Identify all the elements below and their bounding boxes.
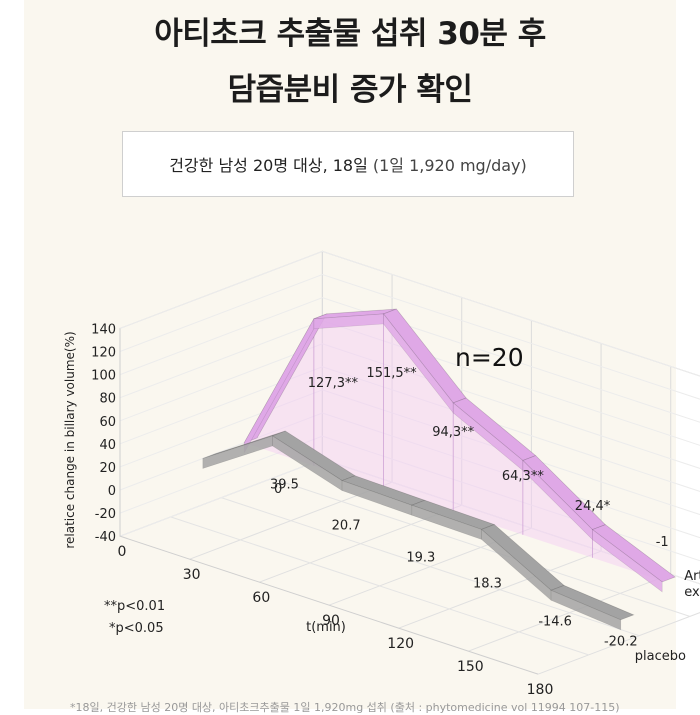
y-tick-label: -20 bbox=[95, 507, 116, 522]
x-tick-label: 150 bbox=[457, 659, 484, 675]
floor-depth-gridline bbox=[271, 477, 690, 617]
x-tick-label: 180 bbox=[527, 682, 554, 698]
artichoke-data-label: -1 bbox=[656, 535, 669, 550]
artichoke-series-label: extract bbox=[684, 585, 700, 600]
y-gridline bbox=[119, 366, 700, 492]
x-tick-label: 30 bbox=[183, 567, 201, 583]
artichoke-data-label: 127,3** bbox=[308, 376, 359, 391]
x-axis-line bbox=[119, 535, 539, 675]
placebo-data-label: 20.7 bbox=[332, 519, 361, 534]
artichoke-data-label: 151,5** bbox=[366, 366, 417, 381]
x-tick-label: 0 bbox=[118, 544, 127, 560]
significance-note: **p<0.01 bbox=[104, 599, 165, 614]
placebo-series-label: placebo bbox=[635, 649, 686, 664]
x-tick-label: 90 bbox=[322, 613, 340, 629]
y-gridline bbox=[119, 412, 700, 539]
artichoke-segment-front bbox=[592, 528, 663, 593]
placebo-segment-front bbox=[202, 435, 273, 469]
y-gridline bbox=[119, 389, 700, 516]
artichoke-data-label: 94,3** bbox=[432, 425, 474, 440]
y-tick-label: 80 bbox=[99, 392, 116, 407]
y-tick-label: 0 bbox=[108, 484, 116, 499]
floor-depth-gridline bbox=[170, 516, 589, 656]
placebo-data-label: -14.6 bbox=[538, 615, 572, 630]
page-title-line1: 아티초크 추출물 섭취 30분 후 bbox=[154, 16, 546, 52]
y-tick-label: 40 bbox=[99, 438, 116, 453]
source-footnote: *18일, 건강한 남성 20명 대상, 아티초크추출물 1일 1,920mg … bbox=[70, 701, 620, 714]
y-tick-label: 20 bbox=[99, 461, 116, 476]
y-axis-title: relatice change in billary volume(%) bbox=[63, 331, 77, 548]
y-gridline bbox=[119, 297, 700, 423]
placebo-data-label: -20.2 bbox=[604, 635, 638, 650]
study-info-box: 건강한 남성 20명 대상, 18일 (1일 1,920 mg/day) bbox=[122, 131, 574, 197]
y-tick-label: 140 bbox=[91, 322, 116, 337]
placebo-data-label: 19.3 bbox=[406, 551, 435, 566]
x-tick-label: 60 bbox=[252, 590, 270, 606]
artichoke-series-label: Artichoke bbox=[684, 569, 700, 584]
y-gridline bbox=[119, 343, 700, 469]
x-axis-title: t(min) bbox=[306, 620, 346, 635]
artichoke-data-label: 24,4* bbox=[575, 499, 611, 514]
page-title-line2: 담즙분비 증가 확인 bbox=[227, 72, 473, 108]
x-tick-label: 120 bbox=[387, 636, 414, 652]
y-gridline bbox=[119, 250, 700, 377]
y-tick-label: -40 bbox=[95, 530, 116, 545]
artichoke-data-label: 0 bbox=[274, 482, 282, 497]
study-info-detail: (1일 1,920 mg/day) bbox=[372, 156, 527, 175]
y-tick-label: 100 bbox=[91, 369, 116, 384]
placebo-data-label: 39.5 bbox=[270, 478, 299, 493]
study-info-main: 건강한 남성 20명 대상, 18일 bbox=[169, 156, 368, 175]
placebo-data-label: 18.3 bbox=[473, 577, 502, 592]
significance-note: *p<0.05 bbox=[109, 621, 164, 636]
y-tick-label: 60 bbox=[99, 415, 116, 430]
floor-depth-gridline bbox=[221, 497, 640, 637]
y-gridline bbox=[119, 273, 700, 400]
artichoke-data-label: 64,3** bbox=[502, 469, 544, 484]
y-tick-label: 120 bbox=[91, 346, 116, 361]
sample-size-label: n=20 bbox=[455, 343, 524, 372]
placebo-segment-front bbox=[550, 589, 622, 631]
